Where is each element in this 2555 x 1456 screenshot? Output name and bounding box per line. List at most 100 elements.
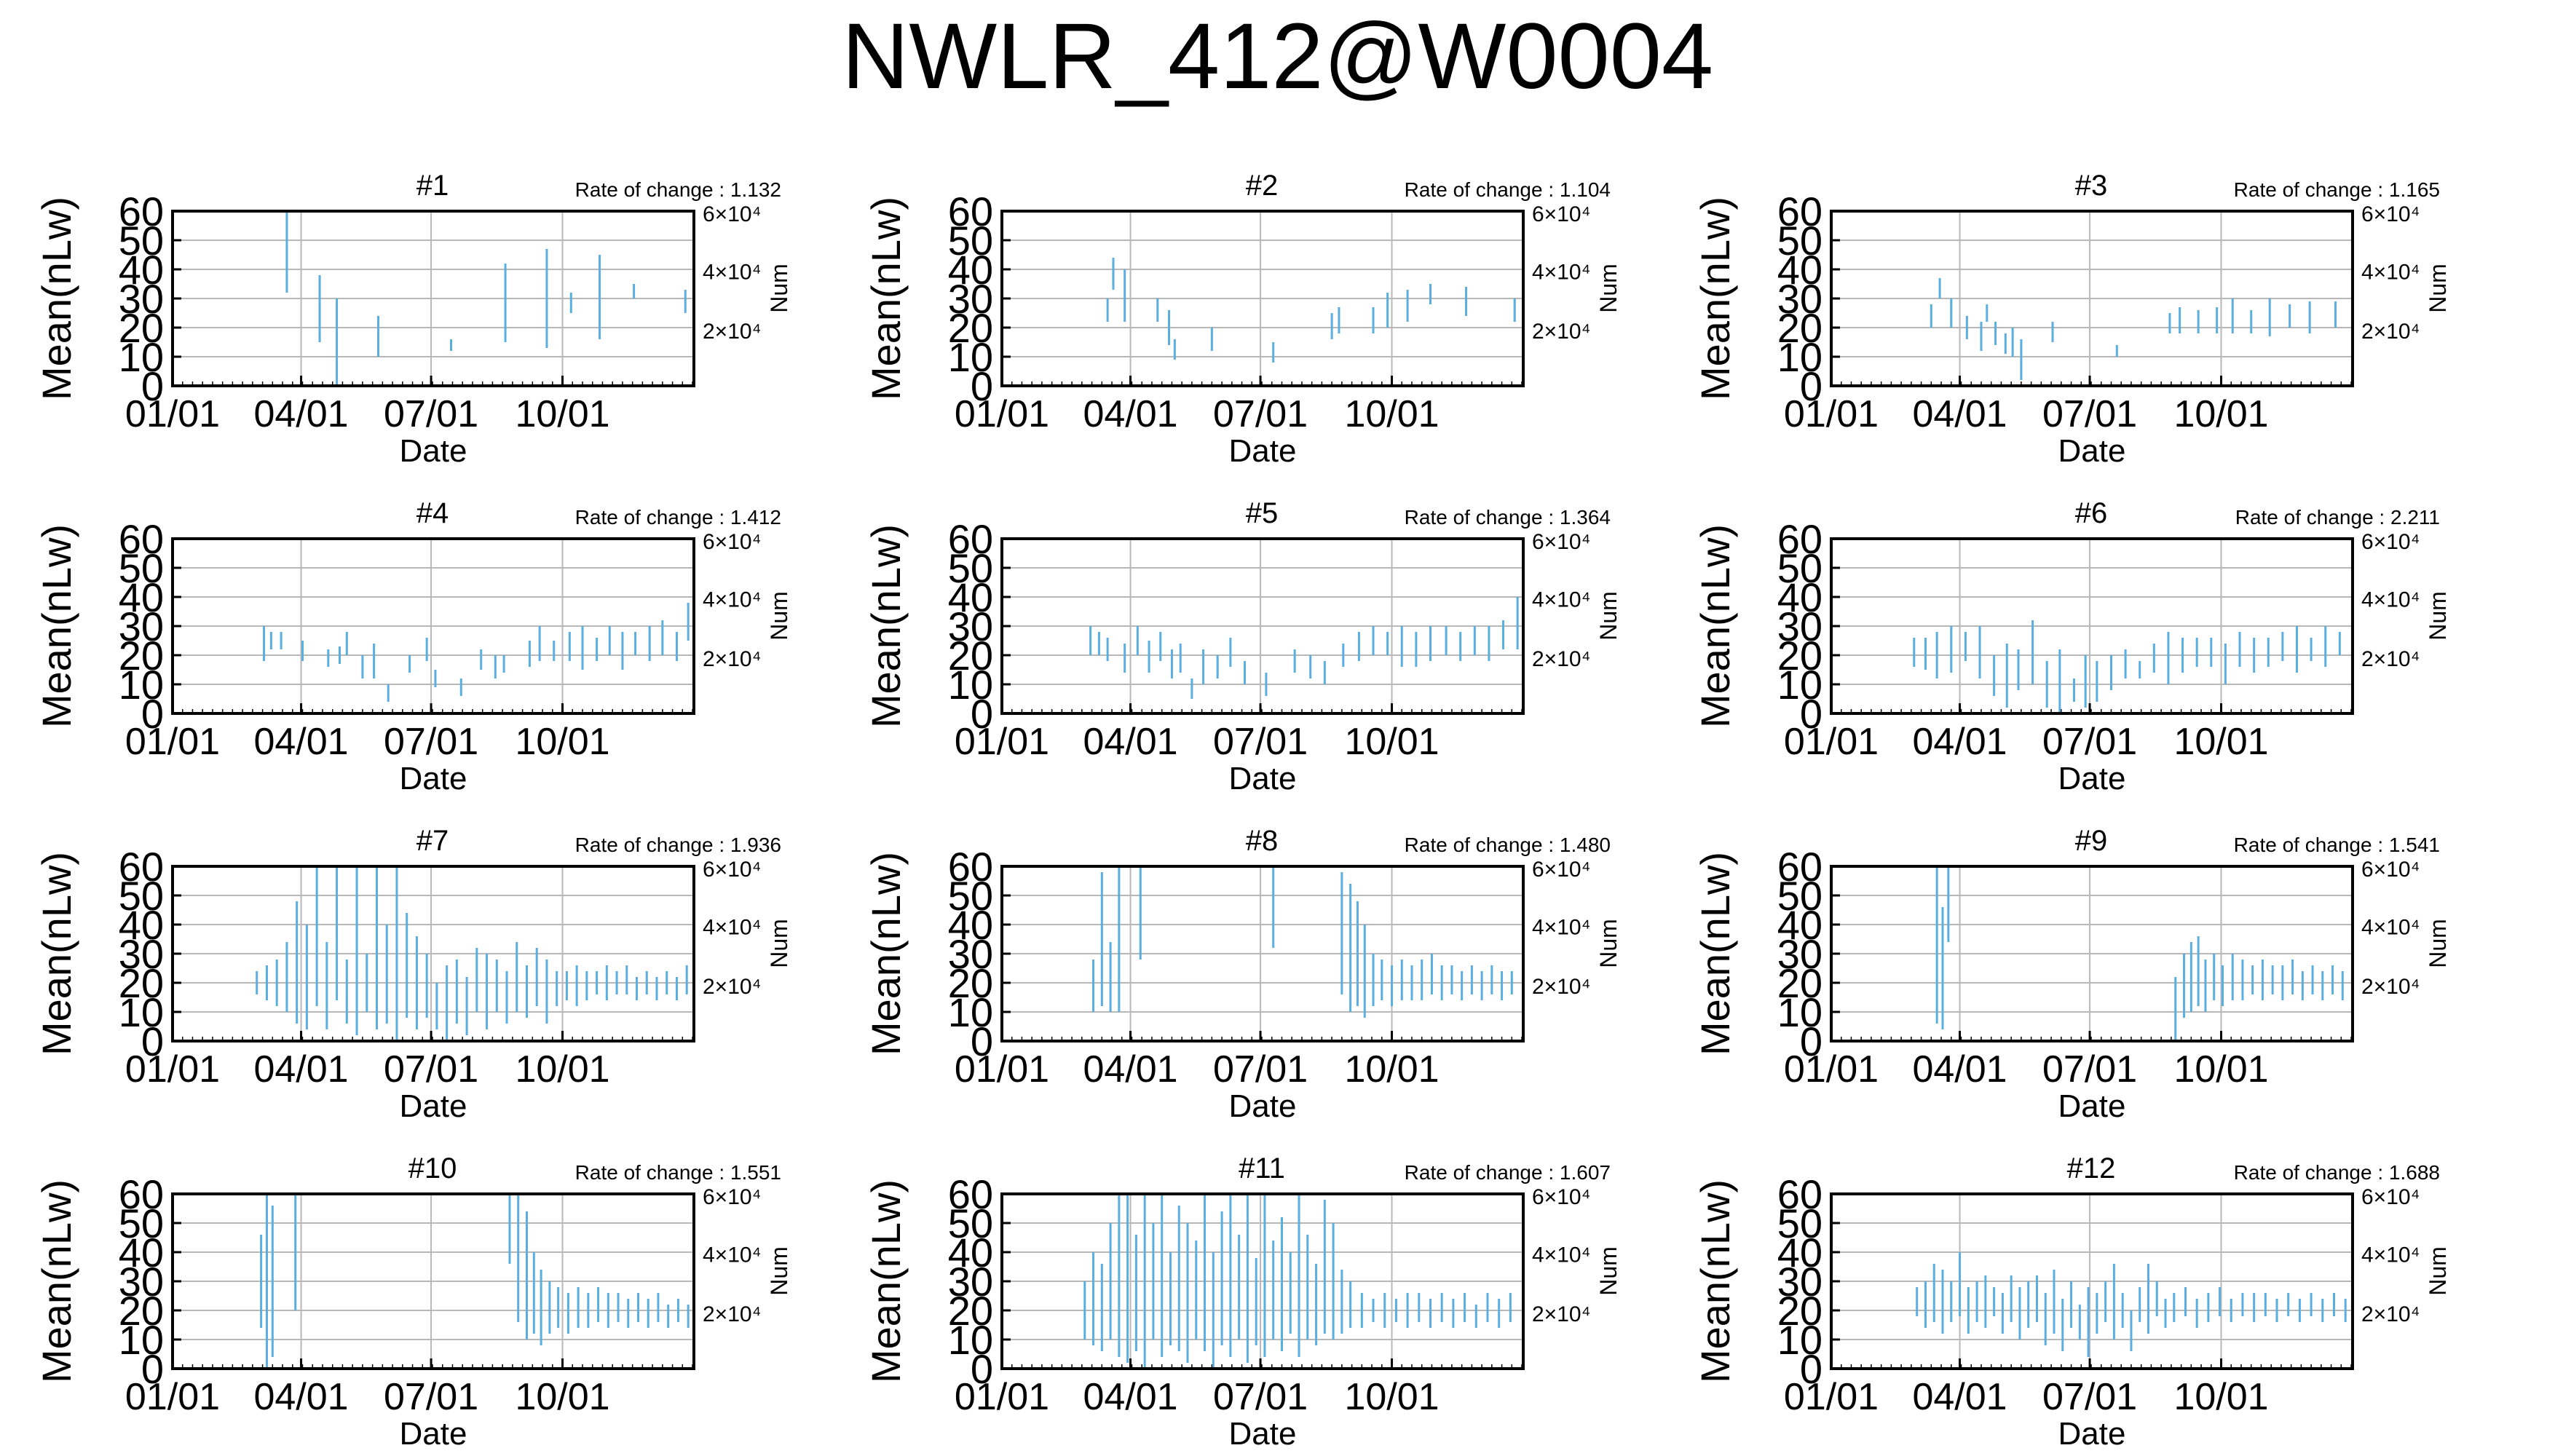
rate-of-change: Rate of change : 1.165 xyxy=(2234,178,2440,201)
y-tick-label: 50 xyxy=(119,545,164,591)
rate-prefix: Rate of change : xyxy=(2235,506,2390,529)
y-tick-label: 50 xyxy=(1777,873,1823,919)
y2-tick-label: 6×10⁴ xyxy=(2361,1185,2420,1209)
rate-prefix: Rate of change : xyxy=(575,506,730,529)
y-tick-label: 60 xyxy=(119,1171,164,1217)
y-tick-label: 0 xyxy=(1800,691,1823,737)
x-axis-label: Date xyxy=(1229,433,1297,469)
y-axis-label: Mean(nLw) xyxy=(33,524,79,728)
x-tick-label: 01/01 xyxy=(125,1376,220,1418)
rate-value: 1.412 xyxy=(730,506,781,529)
y2-tick-label: 4×10⁴ xyxy=(703,1243,761,1267)
x-tick-label: 07/01 xyxy=(2042,393,2137,435)
y2-tick-label: 4×10⁴ xyxy=(1532,261,1590,285)
rate-value: 1.480 xyxy=(1560,834,1611,856)
y-tick-label: 60 xyxy=(119,189,164,234)
x-tick-label: 01/01 xyxy=(1784,393,1879,435)
y-tick-label: 40 xyxy=(1777,574,1823,620)
y-tick-label: 20 xyxy=(948,305,993,351)
y2-tick-label: 6×10⁴ xyxy=(2361,530,2420,554)
y-tick-label: 10 xyxy=(119,662,164,708)
y-tick-label: 10 xyxy=(948,989,993,1035)
rate-prefix: Rate of change : xyxy=(1405,506,1560,529)
y-tick-label: 40 xyxy=(119,1230,164,1275)
panel-title: #4 xyxy=(416,497,449,529)
rate-of-change: Rate of change : 1.412 xyxy=(575,506,781,529)
y-axis-label: Mean(nLw) xyxy=(863,197,909,400)
y-tick-label: 50 xyxy=(119,873,164,919)
x-tick-label: 04/01 xyxy=(1912,721,2007,763)
panel-title: #9 xyxy=(2075,825,2108,857)
y-tick-label: 0 xyxy=(1800,1346,1823,1392)
y-tick-label: 50 xyxy=(948,218,993,264)
y-tick-label: 10 xyxy=(948,1317,993,1363)
x-tick-label: 01/01 xyxy=(125,393,220,435)
y-tick-label: 50 xyxy=(1777,545,1823,591)
y-tick-label: 30 xyxy=(1777,604,1823,649)
y-tick-label: 30 xyxy=(948,1259,993,1305)
x-tick-label: 04/01 xyxy=(1912,1376,2007,1418)
y-tick-label: 40 xyxy=(119,574,164,620)
x-tick-label: 07/01 xyxy=(1213,1048,1308,1091)
x-tick-label: 04/01 xyxy=(1083,393,1177,435)
x-tick-label: 01/01 xyxy=(955,1048,1049,1091)
y-tick-label: 0 xyxy=(971,1018,993,1064)
x-tick-label: 10/01 xyxy=(2173,721,2268,763)
y2-tick-label: 2×10⁴ xyxy=(2361,647,2420,671)
y-tick-label: 20 xyxy=(119,1288,164,1334)
x-tick-label: 04/01 xyxy=(1083,1048,1177,1091)
x-tick-label: 07/01 xyxy=(1213,393,1308,435)
y-tick-label: 20 xyxy=(948,1288,993,1334)
y-tick-label: 60 xyxy=(119,516,164,562)
y2-axis-label: Num xyxy=(2425,591,2451,641)
rate-of-change: Rate of change : 1.541 xyxy=(2234,834,2440,856)
x-tick-label: 10/01 xyxy=(2173,1048,2268,1091)
y-tick-label: 30 xyxy=(119,931,164,977)
y-tick-label: 60 xyxy=(948,516,993,562)
x-tick-label: 01/01 xyxy=(955,1376,1049,1418)
y-tick-label: 40 xyxy=(948,1230,993,1275)
y-tick-label: 50 xyxy=(1777,218,1823,264)
y-tick-label: 40 xyxy=(1777,1230,1823,1275)
rate-value: 1.165 xyxy=(2389,178,2440,201)
rate-prefix: Rate of change : xyxy=(1405,178,1560,201)
y-tick-label: 40 xyxy=(948,574,993,620)
x-axis-label: Date xyxy=(2058,1416,2126,1452)
y-axis-label: Mean(nLw) xyxy=(33,852,79,1056)
rate-of-change: Rate of change : 1.132 xyxy=(575,178,781,201)
x-axis-label: Date xyxy=(1229,1416,1297,1452)
y2-axis-label: Num xyxy=(766,1246,792,1296)
y2-tick-label: 2×10⁴ xyxy=(1532,320,1590,344)
y-tick-label: 0 xyxy=(141,1018,164,1064)
x-tick-label: 07/01 xyxy=(1213,1376,1308,1418)
rate-prefix: Rate of change : xyxy=(2234,178,2389,201)
x-tick-label: 07/01 xyxy=(384,1048,478,1091)
y-tick-label: 20 xyxy=(1777,305,1823,351)
y2-tick-label: 4×10⁴ xyxy=(1532,588,1590,612)
x-axis-label: Date xyxy=(400,433,467,469)
rate-prefix: Rate of change : xyxy=(2234,1161,2389,1184)
panel-title: #8 xyxy=(1246,825,1279,857)
y-tick-label: 30 xyxy=(948,276,993,322)
y-tick-label: 60 xyxy=(1777,189,1823,234)
x-tick-label: 01/01 xyxy=(1784,1376,1879,1418)
x-axis-label: Date xyxy=(1229,1088,1297,1124)
y-tick-label: 60 xyxy=(948,189,993,234)
y-tick-label: 60 xyxy=(119,844,164,890)
rate-prefix: Rate of change : xyxy=(1405,1161,1560,1184)
rate-prefix: Rate of change : xyxy=(2234,834,2389,856)
rate-value: 2.211 xyxy=(2390,506,2440,529)
y2-tick-label: 2×10⁴ xyxy=(2361,1302,2420,1326)
figure-title: NWLR_412@W0004 xyxy=(841,4,1714,108)
y2-tick-label: 6×10⁴ xyxy=(703,1185,761,1209)
y-axis-label: Mean(nLw) xyxy=(1692,1179,1738,1383)
panel-title: #11 xyxy=(1239,1152,1285,1184)
x-axis-label: Date xyxy=(400,761,467,796)
x-tick-label: 10/01 xyxy=(2173,1376,2268,1418)
y-axis-label: Mean(nLw) xyxy=(33,197,79,400)
y2-axis-label: Num xyxy=(2425,919,2451,968)
